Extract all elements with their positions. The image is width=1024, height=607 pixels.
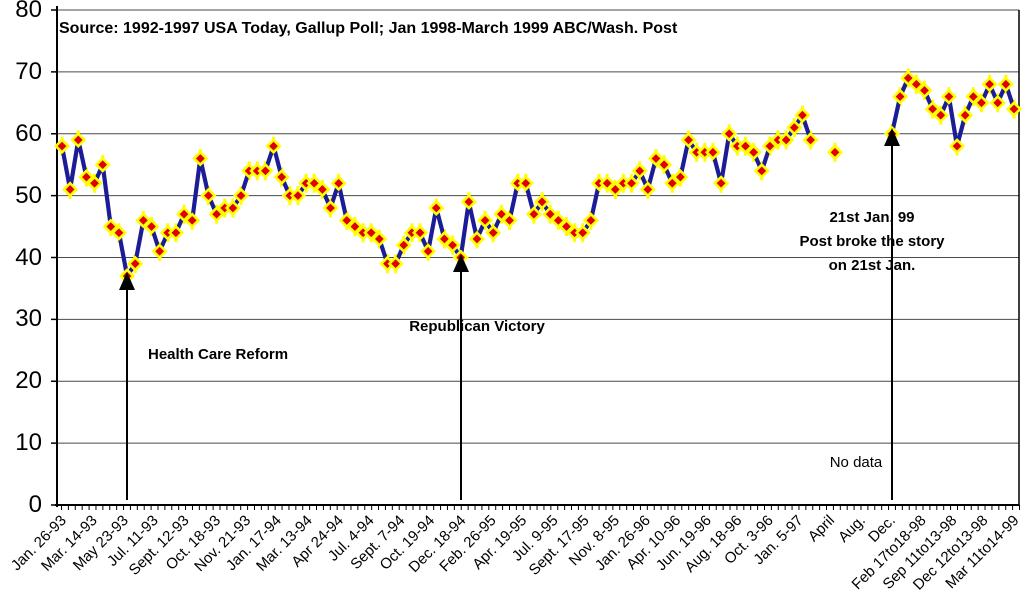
annotation-arrow-health-care-reform xyxy=(119,272,135,500)
data-markers xyxy=(53,70,1023,285)
annotation-arrow-republican-victory xyxy=(453,254,469,500)
y-tick-label: 60 xyxy=(15,119,42,147)
y-tick-label: 0 xyxy=(28,491,42,518)
y-tick-label: 70 xyxy=(15,57,42,85)
annotation-post-broke-story: 21st Jan, 99 Post broke the story on 21s… xyxy=(799,209,945,274)
y-tick-label: 30 xyxy=(15,305,42,333)
annotation-republican-victory: Republican Victory xyxy=(409,318,545,335)
annotation-arrow-post-broke-story xyxy=(884,128,900,500)
gridlines xyxy=(57,9,1019,444)
y-tick-label: 10 xyxy=(15,429,42,457)
y-tick-label: 50 xyxy=(15,181,42,209)
y-tick-label: 20 xyxy=(15,367,42,395)
annotation-no-data: No data xyxy=(829,454,883,471)
annotation-health-care-reform: Health Care Reform xyxy=(148,346,289,363)
source-note: Source: 1992-1997 USA Today, Gallup Poll… xyxy=(59,20,678,37)
y-tick-label: 40 xyxy=(15,243,42,271)
axes xyxy=(51,6,1020,510)
y-tick-label: 80 xyxy=(15,0,42,23)
